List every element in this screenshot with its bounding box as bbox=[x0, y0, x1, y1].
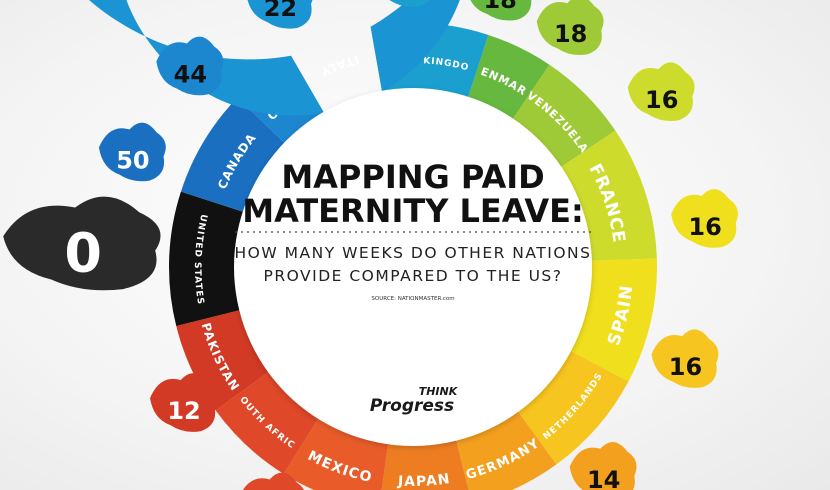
netherlands-map-icon: 16 bbox=[651, 329, 719, 388]
weeks-value: 12 bbox=[167, 397, 200, 425]
segment-label-japan: JAPAN bbox=[397, 471, 452, 490]
title-line-2: MATERNITY LEAVE: bbox=[242, 192, 584, 230]
map-shape bbox=[242, 472, 305, 490]
map-shape bbox=[150, 373, 217, 432]
ring-segment-netherlands bbox=[517, 350, 629, 465]
map-shape bbox=[156, 36, 224, 96]
weeks-value: 16 bbox=[645, 86, 678, 114]
subtitle-line-1: HOW MANY WEEKS DO OTHER NATIONS bbox=[235, 244, 592, 262]
united-kingdom-map-icon: 20 bbox=[386, 0, 431, 7]
center-disc bbox=[234, 88, 592, 446]
ring-segment-pakistan bbox=[176, 310, 269, 411]
map-shape bbox=[247, 0, 313, 29]
ring-segment-germany bbox=[456, 411, 557, 490]
united-states-map-icon: 0 bbox=[3, 196, 161, 291]
weeks-value: 16 bbox=[669, 353, 702, 381]
map-shape bbox=[671, 189, 738, 248]
venezuela-map-icon: 18 bbox=[536, 0, 604, 55]
logo-think: THINK bbox=[419, 385, 459, 398]
title-line-1: MAPPING PAID bbox=[281, 158, 544, 196]
map-shape bbox=[3, 196, 161, 291]
map-shape bbox=[536, 0, 604, 55]
source-note: SOURCE: NATIONMASTER.com bbox=[371, 296, 454, 302]
weeks-value: 14 bbox=[587, 466, 620, 490]
canada-map-icon: 50 bbox=[98, 122, 166, 182]
ring-segment-canada bbox=[180, 97, 285, 212]
weeks-value: 22 bbox=[264, 0, 297, 22]
map-shape bbox=[98, 122, 166, 182]
italy-map-icon: 22 bbox=[247, 0, 313, 29]
south-africa-map-icon: 12 bbox=[242, 472, 305, 490]
map-shape bbox=[651, 329, 719, 388]
country-maps: 20181816161614141212120504422 bbox=[3, 0, 738, 490]
france-map-icon: 16 bbox=[627, 62, 695, 121]
logo-progress: Progress bbox=[370, 396, 454, 416]
thinkprogress-logo: THINK Progress bbox=[370, 385, 459, 416]
map-shape bbox=[389, 0, 431, 7]
weeks-value: 16 bbox=[688, 213, 721, 241]
weeks-value: 0 bbox=[64, 221, 102, 284]
ring-segment-united-states bbox=[169, 191, 244, 327]
weeks-value: 18 bbox=[554, 20, 587, 48]
map-shape bbox=[627, 62, 695, 121]
weeks-value: 18 bbox=[483, 0, 516, 14]
denmark-map-icon: 18 bbox=[470, 0, 532, 21]
weeks-value: 50 bbox=[116, 146, 149, 174]
weeks-value: 44 bbox=[174, 60, 207, 88]
map-shape bbox=[470, 0, 532, 21]
segment-label-italy: ITALY bbox=[318, 53, 361, 80]
ring-segment-denmark bbox=[468, 34, 550, 120]
ring-segment-japan bbox=[381, 439, 469, 490]
ring-segment-south-africa bbox=[215, 371, 319, 474]
norway-map-icon: 44 bbox=[156, 36, 224, 96]
map-shape bbox=[569, 442, 637, 490]
spain-map-icon: 16 bbox=[671, 189, 738, 248]
ring-segment-mexico bbox=[283, 417, 389, 490]
ring-segment-venezuela bbox=[512, 64, 616, 168]
germany-map-icon: 14 bbox=[569, 442, 637, 490]
subtitle-line-2: PROVIDE COMPARED TO THE US? bbox=[263, 267, 562, 285]
ring-segment-spain bbox=[570, 258, 657, 382]
ring-segment-france bbox=[560, 130, 657, 261]
pakistan-map-icon: 12 bbox=[150, 373, 217, 432]
